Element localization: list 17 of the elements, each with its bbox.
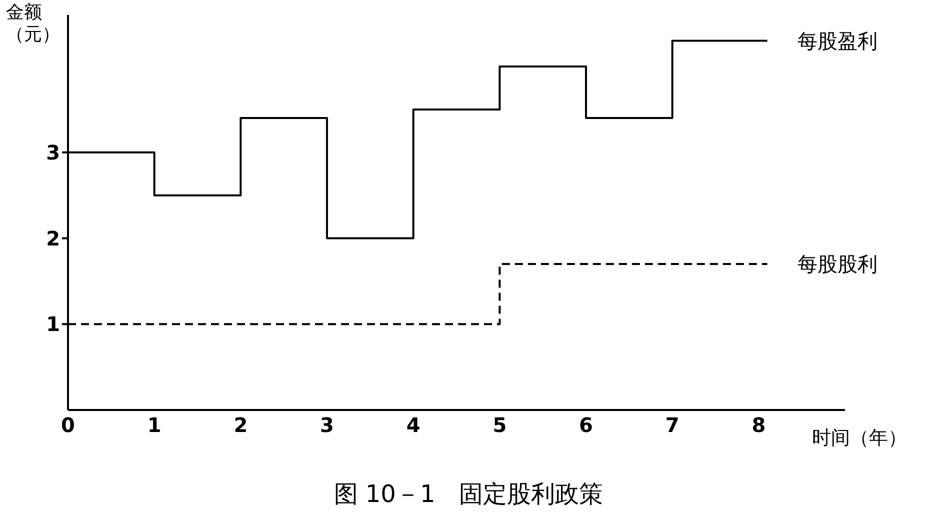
x-tick-label: 0: [61, 413, 75, 438]
x-axis-title: 时间（年）: [812, 426, 907, 451]
y-tick-label: 2: [46, 226, 60, 250]
x-tick-label: 2: [234, 413, 248, 438]
y-tick-label: 1: [46, 312, 60, 336]
series-label: 每股盈利: [797, 28, 878, 53]
y-tick-label: 3: [46, 140, 60, 164]
x-tick-label: 5: [492, 413, 507, 438]
x-tick-label: 8: [752, 413, 766, 438]
x-tick-label: 6: [579, 413, 593, 438]
series-label: 每股股利: [797, 252, 878, 276]
x-tick-label: 7: [665, 413, 680, 438]
x-tick-label: 4: [406, 413, 420, 438]
y-axis-title: 金额（元）: [6, 2, 60, 46]
text: 图 10－1 固定股利政策: [332, 479, 604, 510]
x-tick-label: 1: [147, 413, 162, 438]
x-tick-label: 3: [320, 413, 334, 438]
